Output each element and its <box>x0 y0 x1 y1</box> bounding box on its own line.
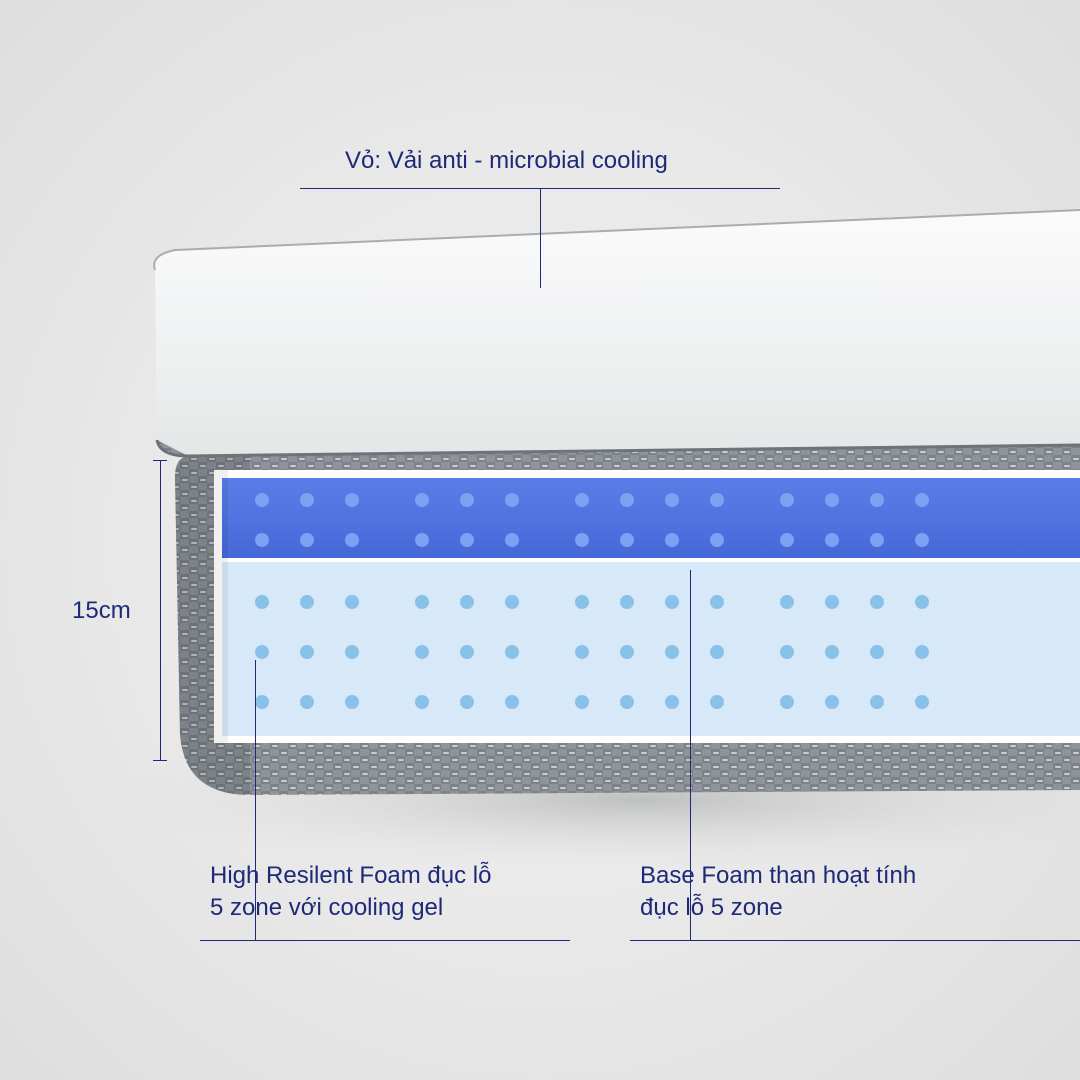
callout-line <box>690 570 691 940</box>
callout-line <box>200 940 570 941</box>
height-marker <box>160 460 161 760</box>
top-cover-label: Vỏ: Vải anti - microbial cooling <box>345 145 668 177</box>
height-marker-tick <box>153 460 167 461</box>
height-label: 15cm <box>72 595 131 627</box>
callout-line <box>630 940 1080 941</box>
callout-line <box>255 660 256 940</box>
layer-right-label: Base Foam than hoạt tính đục lỗ 5 zone <box>640 860 916 925</box>
mattress-diagram: Vỏ: Vải anti - microbial cooling 15cm Hi… <box>0 0 1080 1080</box>
height-marker-tick <box>153 760 167 761</box>
layer-left-label: High Resilent Foam đục lỗ 5 zone với coo… <box>210 860 491 925</box>
callout-line <box>540 188 541 288</box>
